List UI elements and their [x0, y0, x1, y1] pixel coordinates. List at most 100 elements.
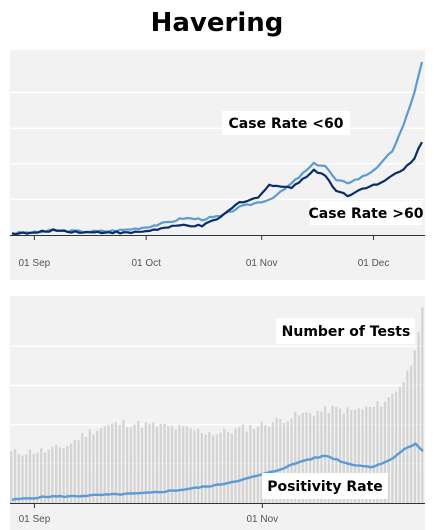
tests-bar — [394, 391, 398, 503]
tests-bar — [21, 455, 24, 503]
page-title: Havering — [150, 8, 284, 38]
tests-bar — [249, 424, 252, 503]
tests-bar — [406, 370, 409, 503]
annotation-positivity-rate: Positivity Rate — [267, 479, 383, 495]
tests-bars — [10, 307, 424, 503]
tests-bar — [413, 350, 416, 503]
x-tick-label: 01 Dec — [358, 258, 390, 269]
tests-bar — [309, 413, 312, 503]
tests-bar — [421, 307, 424, 503]
annotation-bg-tests — [276, 318, 415, 344]
annotation-bg-positivity — [262, 473, 388, 499]
tests-bar — [170, 425, 174, 503]
tests-bar — [66, 445, 69, 503]
series-line-positivity-rate — [11, 442, 424, 502]
tests-bar — [163, 424, 166, 503]
x-tick-label: 01 Nov — [246, 258, 278, 269]
tests-bar — [245, 431, 248, 503]
tests-bar — [144, 422, 147, 503]
tests-bar — [290, 418, 293, 503]
tests-bar — [305, 412, 308, 503]
tests-bar — [234, 428, 237, 503]
tests-bar — [47, 449, 50, 503]
tests-bar — [73, 439, 76, 503]
tests-bar — [253, 428, 256, 503]
x-tick-label: 01 Sep — [19, 514, 51, 525]
tests-bar — [51, 446, 54, 503]
tests-bar — [10, 451, 13, 503]
tests-bar — [208, 432, 211, 503]
tests-bar — [350, 409, 353, 503]
series-line-case-rate-under-60 — [11, 61, 424, 235]
tests-bar — [122, 419, 125, 503]
tests-chart: 01 Sep 01 Nov Number of Tests Positivity … — [10, 307, 425, 525]
tests-bar — [353, 409, 357, 503]
tests-bar — [137, 420, 140, 503]
annotation-number-of-tests: Number of Tests — [282, 324, 411, 340]
tests-bar — [148, 423, 151, 503]
tests-bar — [43, 452, 47, 503]
tests-bar — [178, 424, 181, 503]
tests-bar — [260, 421, 263, 503]
tests-bar — [103, 425, 106, 503]
tests-bar — [200, 433, 203, 503]
tests-bar — [99, 428, 103, 503]
tests-bar — [256, 426, 260, 503]
tests-bar — [204, 434, 207, 503]
tests-bar — [36, 452, 39, 503]
tests-bar — [275, 417, 278, 503]
tests-bar — [189, 428, 192, 503]
tests-bar — [226, 432, 230, 503]
tests-bar — [294, 411, 297, 503]
tests-bar — [327, 413, 331, 503]
tests-bar — [324, 406, 327, 503]
tests-chart-panel: 01 Sep 01 Nov Number of Tests Positivity … — [10, 296, 425, 530]
tests-bar — [40, 448, 43, 503]
tests-bar — [62, 448, 65, 503]
annotation-bg-over60 — [310, 201, 422, 225]
case-rate-x-ticks: 01 Sep 01 Oct 01 Nov 01 Dec — [19, 235, 390, 269]
tests-bar — [28, 449, 32, 503]
tests-bar — [372, 406, 375, 503]
tests-bar — [211, 435, 215, 503]
tests-bar — [125, 427, 129, 503]
tests-bar — [140, 427, 144, 503]
tests-bar — [342, 413, 345, 503]
tests-bar — [409, 365, 413, 503]
tests-bar — [54, 444, 58, 503]
tests-bar — [111, 423, 114, 503]
tests-bar — [331, 405, 334, 503]
tests-bar — [92, 434, 95, 503]
tests-bar — [155, 426, 159, 503]
x-tick-label: 01 Oct — [131, 258, 161, 269]
tests-bar — [380, 406, 383, 503]
tests-x-ticks: 01 Sep 01 Nov — [19, 503, 278, 525]
tests-bar — [282, 422, 286, 503]
tests-bar — [346, 407, 349, 503]
tests-bar — [361, 409, 364, 503]
tests-bar — [297, 415, 301, 503]
tests-bar — [267, 426, 271, 503]
tests-bar — [387, 397, 390, 503]
tests-bar — [196, 428, 200, 503]
tests-bar — [376, 401, 379, 503]
x-tick-label: 01 Nov — [246, 514, 278, 525]
tests-bar — [365, 406, 368, 503]
tests-bar — [301, 412, 304, 503]
tests-bar — [391, 393, 394, 503]
annotation-bg-under60 — [222, 111, 350, 135]
tests-bar — [58, 447, 62, 503]
tests-bar — [118, 424, 121, 503]
tests-bar — [193, 430, 196, 503]
tests-bar — [185, 426, 189, 503]
tests-bar — [129, 427, 133, 503]
tests-bar — [368, 406, 372, 503]
tests-bar — [25, 454, 28, 503]
tests-bar — [357, 408, 360, 503]
case-rate-lines — [11, 61, 424, 236]
tests-bar — [107, 424, 110, 503]
tests-bar — [238, 427, 241, 503]
positivity-line — [11, 442, 424, 502]
tests-bar — [13, 448, 17, 503]
tests-bar — [96, 430, 99, 503]
